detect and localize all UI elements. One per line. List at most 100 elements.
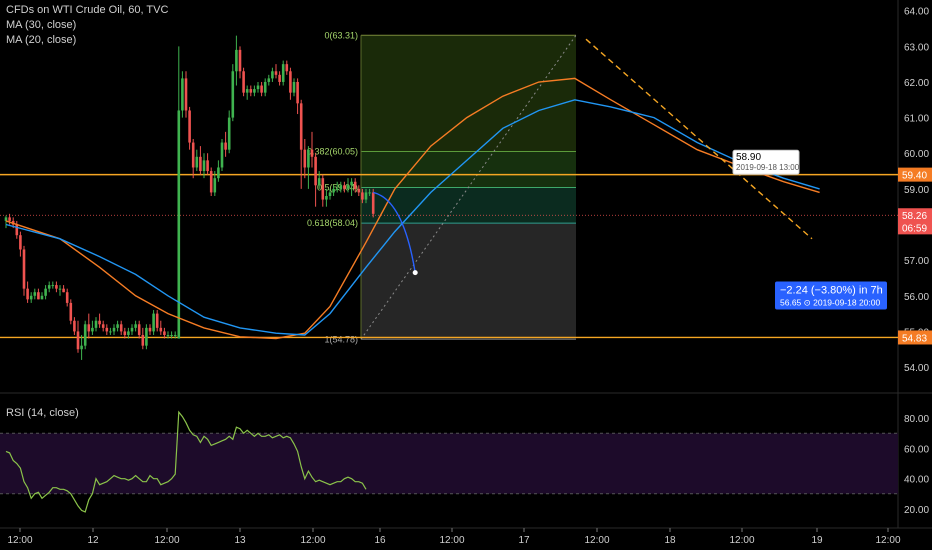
candle-body [332, 188, 335, 193]
candles-layer [4, 35, 375, 360]
candle [235, 35, 238, 86]
price-badge-label: 06:59 [902, 223, 927, 234]
candle-body [357, 188, 361, 193]
candle-body [242, 71, 245, 93]
candle [47, 281, 51, 293]
candle-body [364, 192, 368, 200]
time-tick-label: 12:00 [584, 535, 609, 546]
candle-body [76, 331, 80, 350]
fib-level-label: 1(54.78) [324, 334, 358, 344]
candle [350, 178, 353, 196]
candle [245, 85, 249, 100]
candle-body [91, 327, 94, 332]
candle [155, 310, 159, 332]
candle [119, 320, 123, 335]
candle [105, 324, 109, 335]
candle-body [195, 156, 199, 168]
candle [224, 131, 227, 157]
candle-body [206, 160, 209, 172]
moving-averages [5, 77, 820, 340]
candle-body [44, 288, 47, 296]
ma30-line [5, 77, 820, 340]
candle [267, 74, 271, 86]
candle [335, 181, 339, 193]
candle [256, 81, 260, 93]
candle-body [130, 327, 134, 332]
time-tick-label: 17 [518, 535, 530, 546]
candle-body [51, 285, 55, 287]
fib-trend-line [360, 34, 577, 340]
candle [76, 320, 80, 353]
candle-body [310, 149, 314, 157]
candle [134, 320, 137, 332]
projection-change-text: −2.24 (−3.80%) in 7h [780, 285, 883, 297]
candle [55, 281, 58, 293]
candle-body [55, 285, 58, 289]
chart-title: CFDs on WTI Crude Oil, 60, TVC [6, 4, 169, 16]
candle [173, 331, 177, 339]
ma20-line [5, 99, 820, 336]
time-tick-label: 12 [87, 535, 99, 546]
candle [317, 171, 321, 189]
candle [296, 78, 299, 115]
candle [199, 146, 202, 175]
candle-body [271, 71, 274, 79]
candle-body [267, 78, 271, 82]
candle-body [145, 327, 148, 346]
candle [62, 285, 65, 293]
candle-body [40, 295, 44, 300]
time-tick-label: 13 [234, 535, 246, 546]
candle-body [350, 181, 353, 186]
candle-body [263, 81, 267, 93]
candle [44, 285, 47, 300]
candle [206, 153, 209, 175]
candle-body [148, 327, 152, 332]
candle [37, 288, 40, 300]
candle [83, 320, 87, 350]
candle-body [19, 235, 22, 250]
candle-body [217, 167, 220, 179]
candle-body [238, 49, 242, 72]
candle [127, 327, 130, 339]
candle [303, 138, 307, 179]
candle [159, 320, 163, 335]
candle [353, 178, 357, 193]
candle [184, 71, 188, 118]
candle-body [188, 110, 191, 143]
candle [253, 85, 256, 97]
candle-body [220, 142, 224, 168]
candle-body [163, 331, 166, 335]
projection-curve [373, 191, 416, 273]
fib-zone-618-1 [361, 223, 576, 340]
candle [314, 153, 317, 207]
fibonacci-retracement[interactable]: 0(63.31)0.382(60.05)0.5(59.04)0.618(58.0… [307, 30, 577, 344]
time-tick-label: 12:00 [875, 535, 900, 546]
dashed-trend-line[interactable] [585, 38, 813, 240]
candle-body [307, 149, 310, 168]
candle-body [328, 192, 332, 196]
candle [310, 131, 314, 168]
candle-body [33, 292, 37, 296]
candle-body [213, 178, 217, 193]
candle-body [209, 171, 213, 193]
price-badge [898, 220, 932, 235]
tooltip-value: 58.90 [736, 152, 761, 163]
candle-body [109, 331, 112, 333]
candle [213, 171, 217, 196]
candle [26, 281, 29, 303]
candle-body [371, 192, 375, 214]
candle [65, 288, 69, 307]
tooltip-date: 2019-09-18 13:00 [736, 163, 800, 172]
candle-body [29, 295, 33, 300]
candle-body [58, 288, 62, 290]
candle-body [98, 320, 101, 325]
candle-body [299, 103, 303, 150]
candle [130, 324, 134, 335]
price-tick-label: 57.00 [904, 256, 929, 267]
candle [321, 174, 325, 207]
candle-body [202, 160, 206, 172]
tooltip-bg [732, 149, 800, 175]
